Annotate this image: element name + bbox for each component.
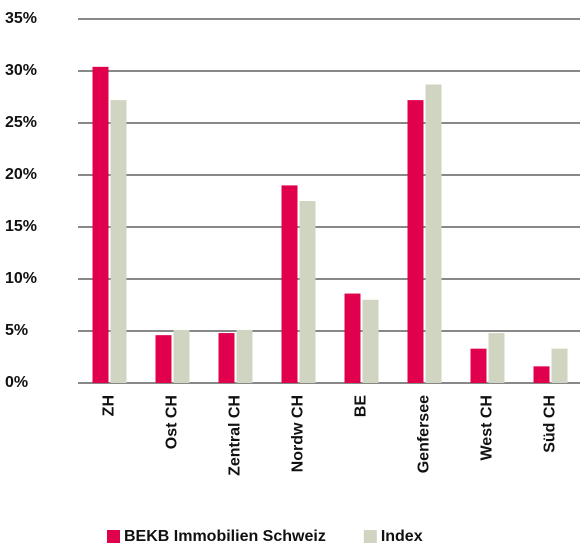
bar <box>299 201 316 383</box>
bar <box>488 333 505 383</box>
bar <box>551 348 568 383</box>
legend-label: BEKB Immobilien Schweiz <box>124 528 326 545</box>
bar <box>425 84 442 384</box>
bar <box>281 185 298 383</box>
bar <box>110 100 127 384</box>
bar <box>362 299 379 383</box>
y-tick-label: 30% <box>5 62 37 79</box>
legend-label: Index <box>381 528 423 545</box>
bar <box>218 333 235 383</box>
y-tick-label: 15% <box>5 218 37 235</box>
bar <box>236 329 253 383</box>
legend-swatch <box>363 530 377 543</box>
y-tick-label: 5% <box>5 322 28 339</box>
x-tick-label: Genfersee <box>416 395 433 473</box>
y-tick-label: 0% <box>5 374 28 391</box>
bar <box>407 100 424 384</box>
bar <box>533 366 550 383</box>
bar <box>173 329 190 383</box>
bar <box>344 293 361 383</box>
bar <box>92 66 109 383</box>
x-tick-label: Nordw CH <box>290 395 307 472</box>
x-tick-label: BE <box>353 395 370 418</box>
bar <box>470 348 487 383</box>
bar <box>155 335 172 383</box>
x-tick-label: Zentral CH <box>227 395 244 476</box>
x-tick-label: Ost CH <box>164 395 181 449</box>
x-tick-label: ZH <box>101 395 118 416</box>
x-tick-label: West CH <box>479 395 496 461</box>
x-tick-label: Süd CH <box>542 395 559 453</box>
y-tick-label: 20% <box>5 166 37 183</box>
y-tick-label: 10% <box>5 270 37 287</box>
y-tick-label: 35% <box>5 10 37 27</box>
y-tick-label: 25% <box>5 114 37 131</box>
legend-swatch <box>107 530 120 543</box>
